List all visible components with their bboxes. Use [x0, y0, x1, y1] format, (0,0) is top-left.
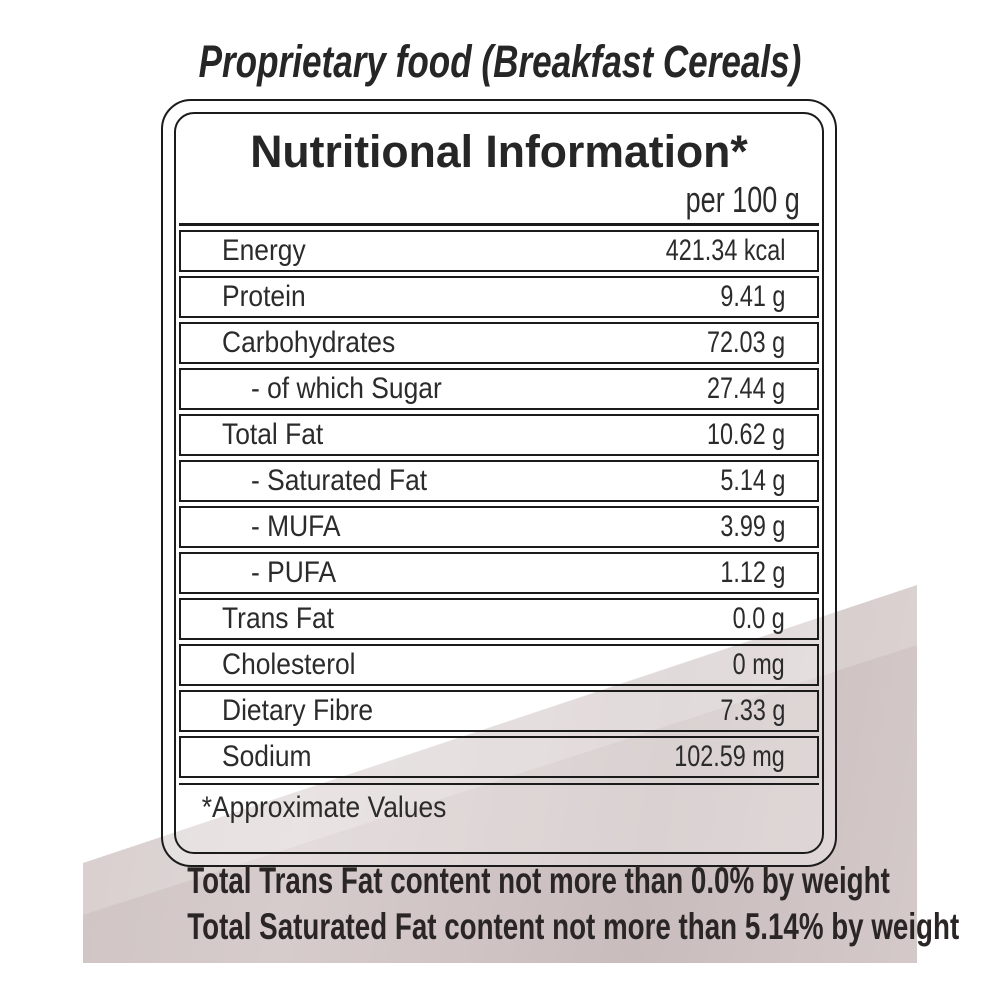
- nutrient-value: 421.34 kcal: [665, 233, 785, 267]
- nutrient-value: 1.12 g: [719, 555, 785, 589]
- page-title: Proprietary food (Breakfast Cereals): [198, 36, 802, 87]
- nutrient-value: 10.62 g: [706, 417, 785, 451]
- nutrition-label-outer-box: Nutritional Information* per 100 g Energ…: [161, 99, 837, 867]
- table-row: Carbohydrates 72.03 g: [179, 321, 819, 364]
- nutrient-name: - PUFA: [251, 555, 337, 589]
- nutrient-value: 0.0 g: [732, 601, 785, 635]
- nutrient-name: Energy: [222, 233, 306, 267]
- table-row: Sodium 102.59 mg: [179, 735, 819, 778]
- nutrient-name: - Saturated Fat: [251, 463, 428, 497]
- nutrient-value: 3.99 g: [719, 509, 785, 543]
- table-row: Cholesterol 0 mg: [179, 643, 819, 686]
- table-row: Protein 9.41 g: [179, 275, 819, 318]
- header-separator-line: [179, 223, 819, 226]
- nutrient-name: Dietary Fibre: [222, 693, 374, 727]
- nutrient-value: 27.44 g: [706, 371, 785, 405]
- nutrient-name: Trans Fat: [222, 601, 334, 635]
- nutrient-name: Cholesterol: [222, 647, 356, 681]
- nutrient-name: - of which Sugar: [251, 371, 442, 405]
- table-row: Dietary Fibre 7.33 g: [179, 689, 819, 732]
- table-row: - PUFA 1.12 g: [179, 551, 819, 594]
- table-row: Trans Fat 0.0 g: [179, 597, 819, 640]
- nutrient-name: Carbohydrates: [222, 325, 396, 359]
- table-row: - of which Sugar 27.44 g: [179, 367, 819, 410]
- nutrient-value: 7.33 g: [719, 693, 785, 727]
- approximate-values-note: *Approximate Values: [201, 791, 447, 824]
- trans-fat-statement: Total Trans Fat content not more than 0.…: [187, 860, 890, 901]
- nutrient-value: 9.41 g: [719, 279, 785, 313]
- per-quantity-label: per 100 g: [685, 179, 800, 220]
- nutrient-name: Protein: [222, 279, 306, 313]
- nutrition-label-inner-box: Nutritional Information* per 100 g Energ…: [174, 112, 824, 854]
- nutrient-name: - MUFA: [251, 509, 341, 543]
- bottom-banner: Total Trans Fat content not more than 0.…: [83, 858, 960, 950]
- nutrient-value: 102.59 mg: [674, 739, 785, 773]
- table-row: Total Fat 10.62 g: [179, 413, 819, 456]
- nutrient-name: Sodium: [222, 739, 312, 773]
- nutrient-table: Energy 421.34 kcal Protein 9.41 g Carbohydra…: [178, 229, 820, 778]
- nutrient-name: Total Fat: [222, 417, 324, 451]
- nutrient-value: 72.03 g: [706, 325, 785, 359]
- page-title-wrap: Proprietary food (Breakfast Cereals): [0, 36, 1000, 88]
- table-row: - Saturated Fat 5.14 g: [179, 459, 819, 502]
- footnote-separator-line: [179, 782, 819, 785]
- nutrition-information-header: Nutritional Information*: [250, 126, 748, 177]
- nutrient-value: 5.14 g: [719, 463, 785, 497]
- saturated-fat-statement: Total Saturated Fat content not more tha…: [187, 906, 960, 947]
- nutrient-value: 0 mg: [732, 647, 785, 681]
- table-row: Energy 421.34 kcal: [179, 229, 819, 272]
- table-row: - MUFA 3.99 g: [179, 505, 819, 548]
